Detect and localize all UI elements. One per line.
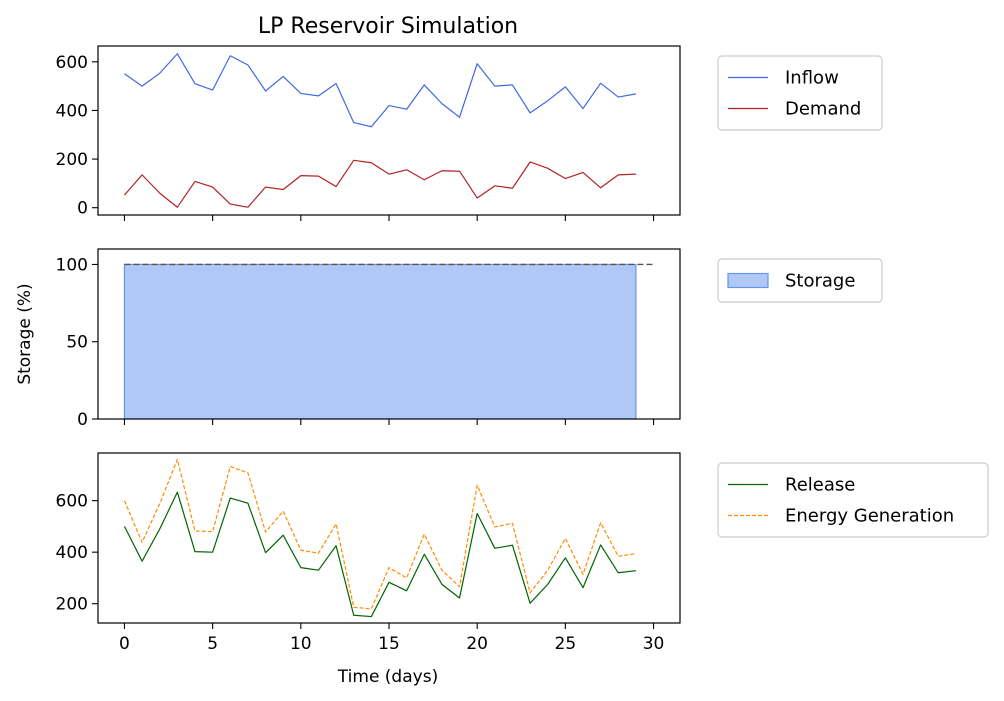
y-axis-label: Storage (%) <box>15 283 35 384</box>
axes-frame-flows <box>97 45 681 216</box>
x-tick-label: 10 <box>290 634 312 654</box>
legend-box <box>717 462 989 538</box>
legend-generation: Release Energy Generation <box>717 462 989 538</box>
legend-flows: Inflow Demand <box>717 55 883 131</box>
legend-box <box>717 258 883 303</box>
series-inflow-line <box>124 53 637 128</box>
plot-area-flows <box>123 53 637 208</box>
series-demand-line <box>123 159 636 208</box>
y-tick-label: 0 <box>77 199 88 219</box>
axes-frame-generation <box>97 452 681 624</box>
y-tick-label: 100 <box>56 255 88 275</box>
legend-swatch-storage <box>727 272 769 289</box>
series-release-line <box>123 491 636 618</box>
y-tick-label: 200 <box>56 595 88 615</box>
y-tick-label: 600 <box>56 53 88 73</box>
legend-label-energy-generation: Energy Generation <box>785 506 954 527</box>
x-tick-label: 5 <box>207 634 218 654</box>
legend-storage: Storage <box>717 258 883 303</box>
x-tick-label: 15 <box>378 634 400 654</box>
x-tick-label: 30 <box>643 634 665 654</box>
plot-area-storage <box>123 263 637 419</box>
y-tick-label: 400 <box>56 101 88 121</box>
legend-label-storage: Storage <box>785 271 855 292</box>
panel-generation: 200 400 600 0 5 10 15 20 25 30 Release Energy Gener… <box>56 452 989 654</box>
y-tick-label: 400 <box>56 543 88 563</box>
legend-label-inflow: Inflow <box>785 68 839 89</box>
series-storage-area <box>123 263 637 419</box>
legend-label-demand: Demand <box>785 99 861 120</box>
series-energy-generation-line <box>123 458 636 610</box>
x-tick-label: 25 <box>555 634 577 654</box>
x-tick-label: 0 <box>119 634 130 654</box>
panel-flows: 0 200 400 600 Inflow Demand <box>56 45 883 221</box>
x-tick-label: 20 <box>466 634 488 654</box>
legend-label-release: Release <box>785 475 855 496</box>
panel-storage: 0 50 100 Storage (%) Storage <box>15 248 883 430</box>
legend-box <box>717 55 883 131</box>
y-tick-label: 50 <box>66 333 88 353</box>
x-axis-label: Time (days) <box>337 667 438 687</box>
y-tick-label: 200 <box>56 150 88 170</box>
plot-area-generation <box>123 458 636 618</box>
chart-title: LP Reservoir Simulation <box>258 14 518 39</box>
y-tick-label: 600 <box>56 492 88 512</box>
y-tick-label: 0 <box>77 410 88 430</box>
